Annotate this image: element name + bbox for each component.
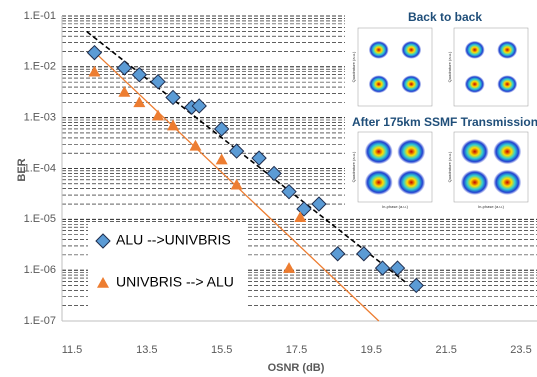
diamond-marker <box>331 247 345 261</box>
y-tick-label: 1.E-01 <box>24 10 56 22</box>
diamond-marker <box>117 61 131 75</box>
y-tick-label: 1.E-02 <box>24 61 56 73</box>
y-tick-label: 1.E-05 <box>24 213 56 225</box>
inset-y-label: Quadrature (a.u.) <box>447 151 452 182</box>
inset-y-label: Quadrature (a.u.) <box>351 151 356 182</box>
constellation-cluster <box>369 41 389 59</box>
x-tick-label: 15.5 <box>211 344 232 356</box>
triangle-marker <box>216 154 228 165</box>
legend-label: UNIVBRIS --> ALU <box>116 274 234 290</box>
x-tick-label: 19.5 <box>361 344 382 356</box>
inset-x-label: In-phase (a.u.) <box>478 204 505 209</box>
constellation-cluster <box>493 139 521 164</box>
x-tick-label: 23.5 <box>510 344 531 356</box>
constellation-cluster <box>461 170 489 195</box>
constellation-cluster <box>493 170 521 195</box>
constellation-cluster <box>397 139 425 164</box>
constellation-cluster <box>465 75 485 93</box>
y-tick-label: 1.E-07 <box>24 315 56 327</box>
constellation-frame <box>454 28 528 106</box>
diamond-marker <box>391 261 405 275</box>
inset-x-label: In-phase (a.u.) <box>382 204 409 209</box>
inset-title: After 175km SSMF Transmission <box>352 115 537 129</box>
triangle-marker <box>231 179 243 190</box>
triangle-marker <box>189 140 201 151</box>
inset-title: Back to back <box>408 10 482 24</box>
constellation-cluster <box>461 139 489 164</box>
constellation-cluster <box>497 41 517 59</box>
insets: Back to back After 175km SSMF Transmissi… <box>345 0 537 212</box>
diamond-marker <box>87 46 101 60</box>
constellation-cluster <box>397 170 425 195</box>
chart: Back to back After 175km SSMF Transmissi… <box>0 0 537 377</box>
x-tick-label: 11.5 <box>62 344 83 356</box>
x-tick-label: 17.5 <box>286 344 307 356</box>
x-axis-title: OSNR (dB) <box>268 362 325 374</box>
constellation-cluster <box>401 75 421 93</box>
y-tick-label: 1.E-03 <box>24 112 56 124</box>
legend: ALU -->UNIVBRIS UNIVBRIS --> ALU <box>88 224 248 308</box>
legend-label: ALU -->UNIVBRIS <box>116 232 231 248</box>
triangle-marker <box>118 86 130 97</box>
diamond-marker <box>357 247 371 261</box>
inset-y-label: Quadrature (a.u.) <box>447 51 452 82</box>
constellation-cluster <box>365 139 393 164</box>
constellation-cluster <box>465 41 485 59</box>
triangle-marker <box>167 120 179 131</box>
constellation-cluster <box>401 41 421 59</box>
triangle-marker <box>283 262 295 273</box>
y-tick-label: 1.E-06 <box>24 264 56 276</box>
triangle-marker <box>88 66 100 77</box>
constellation-cluster <box>497 75 517 93</box>
diamond-marker <box>312 197 326 211</box>
triangle-marker <box>152 110 164 121</box>
x-tick-label: 13.5 <box>136 344 157 356</box>
constellation-cluster <box>369 75 389 93</box>
inset-y-label: Quadrature (a.u.) <box>351 51 356 82</box>
constellation-cluster <box>365 170 393 195</box>
x-tick-label: 21.5 <box>435 344 456 356</box>
diamond-marker <box>215 122 229 136</box>
y-tick-label: 1.E-04 <box>24 162 56 174</box>
constellation-frame <box>358 28 432 106</box>
diamond-marker <box>376 261 390 275</box>
diamond-marker <box>151 75 165 89</box>
